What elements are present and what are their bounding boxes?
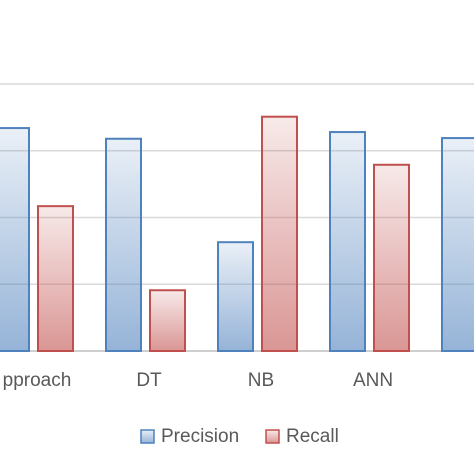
- bar: [37, 205, 74, 352]
- x-tick-label: pproach: [3, 370, 72, 391]
- bar: [373, 163, 410, 352]
- legend-label: Recall: [286, 426, 339, 447]
- bar: [149, 289, 186, 353]
- bar: [329, 131, 366, 352]
- x-tick-label: DT: [136, 370, 162, 391]
- legend-swatch: [265, 429, 280, 444]
- legend-label: Precision: [161, 426, 239, 447]
- bar: [441, 137, 474, 352]
- x-tick-label: ANN: [353, 370, 393, 391]
- bar: [0, 127, 30, 352]
- bar: [105, 137, 142, 352]
- bar: [217, 241, 254, 352]
- bar: [261, 115, 298, 352]
- legend-swatch: [140, 429, 155, 444]
- x-tick-label: NB: [248, 370, 274, 391]
